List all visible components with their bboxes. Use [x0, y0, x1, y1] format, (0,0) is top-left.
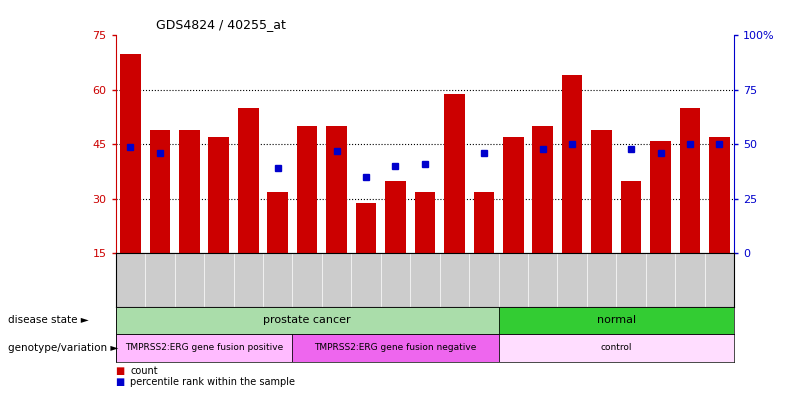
Bar [179, 130, 200, 253]
Bar [591, 130, 612, 253]
Bar [120, 53, 140, 253]
Text: TMPRSS2:ERG gene fusion positive: TMPRSS2:ERG gene fusion positive [125, 343, 283, 352]
Bar [444, 94, 464, 253]
Text: GDS4824 / 40255_at: GDS4824 / 40255_at [156, 18, 286, 31]
Text: control: control [601, 343, 632, 352]
Bar [208, 137, 229, 253]
Text: count: count [130, 366, 158, 376]
Bar [267, 192, 288, 253]
Text: TMPRSS2:ERG gene fusion negative: TMPRSS2:ERG gene fusion negative [314, 343, 476, 352]
Bar [385, 181, 406, 253]
Bar [709, 137, 729, 253]
Text: percentile rank within the sample: percentile rank within the sample [130, 377, 295, 387]
Bar [116, 307, 499, 334]
Bar [621, 181, 642, 253]
Bar [116, 334, 292, 362]
Bar [238, 108, 259, 253]
Text: normal: normal [597, 315, 636, 325]
Text: disease state ►: disease state ► [8, 315, 89, 325]
Bar [415, 192, 435, 253]
Text: ■: ■ [116, 366, 128, 376]
Bar [650, 141, 671, 253]
Bar [562, 75, 583, 253]
Bar [499, 307, 734, 334]
Bar [149, 130, 170, 253]
Bar [356, 203, 377, 253]
Bar [292, 334, 499, 362]
Bar [503, 137, 523, 253]
Bar [297, 126, 318, 253]
Bar [499, 334, 734, 362]
Text: ■: ■ [116, 377, 128, 387]
Bar [326, 126, 347, 253]
Text: genotype/variation ►: genotype/variation ► [8, 343, 118, 353]
Bar [532, 126, 553, 253]
Text: prostate cancer: prostate cancer [263, 315, 351, 325]
Bar [680, 108, 701, 253]
Bar [473, 192, 494, 253]
